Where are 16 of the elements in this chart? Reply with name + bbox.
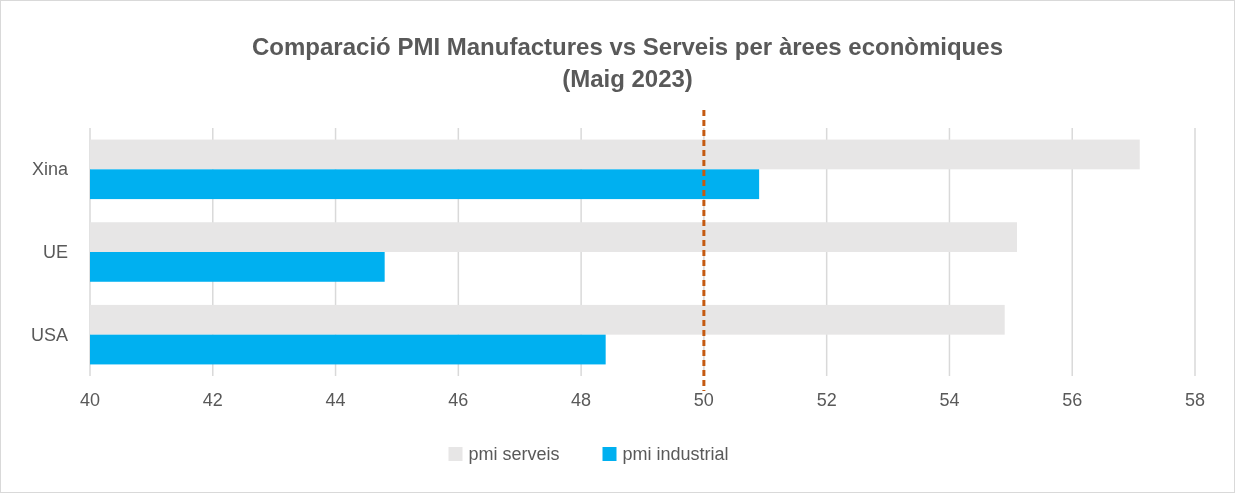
chart-title: Comparació PMI Manufactures vs Serveis per àrees econòmiques (Maig 2023)	[252, 33, 1003, 92]
x-tick-label: 56	[1062, 390, 1083, 410]
x-tick-label: 44	[325, 390, 346, 410]
x-tick-label: 46	[448, 390, 469, 410]
y-tick-label: Xina	[31, 159, 69, 180]
x-tick-label: 54	[939, 390, 960, 410]
x-tick-label: 40	[79, 390, 101, 410]
x-tick-label: 42	[202, 390, 223, 410]
y-tick-label: UE	[42, 242, 68, 262]
x-tick-label: 58	[1184, 390, 1206, 410]
x-tick-label: 48	[571, 390, 592, 410]
legend-label: pmi serveis	[468, 444, 560, 464]
y-tick-label: USA	[30, 324, 68, 345]
x-tick-label: 52	[816, 390, 837, 410]
x-tick-label: 50	[693, 390, 714, 410]
legend-label: pmi industrial	[622, 444, 729, 464]
